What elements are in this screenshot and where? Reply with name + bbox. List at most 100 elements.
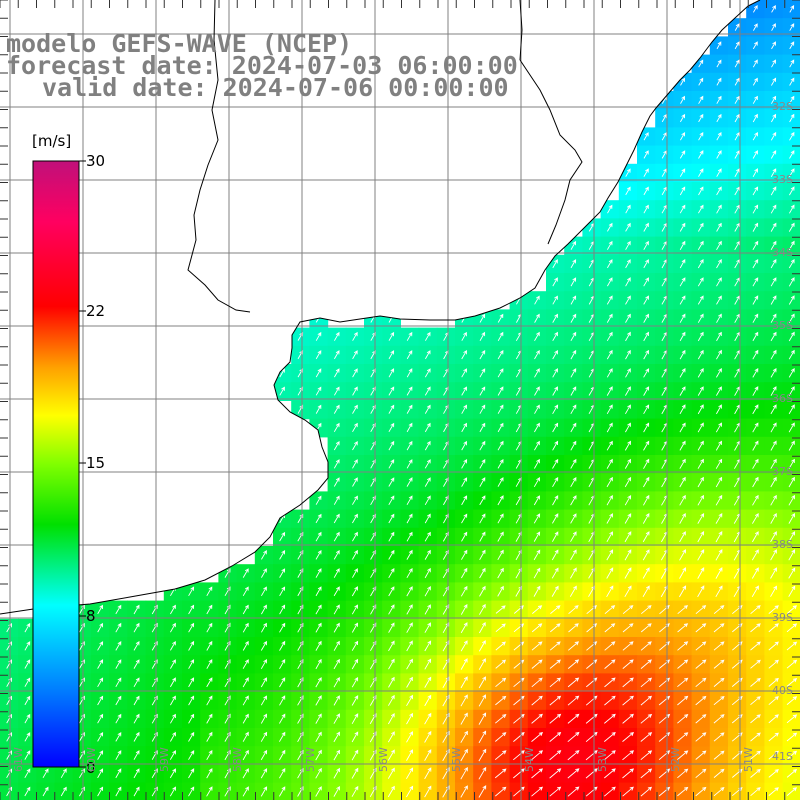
wind-arrow xyxy=(315,513,322,524)
wind-arrow xyxy=(734,222,740,232)
wind-arrow xyxy=(679,386,686,396)
wind-arrow xyxy=(60,786,67,797)
wind-arrow xyxy=(461,349,467,360)
wind-arrow xyxy=(643,476,650,488)
wind-arrow xyxy=(713,714,725,724)
wind-arrow xyxy=(716,386,722,396)
wind-arrow xyxy=(460,585,468,597)
wind-arrow xyxy=(770,476,777,488)
wind-arrow xyxy=(424,404,431,414)
wind-arrow xyxy=(406,350,413,360)
wind-arrow xyxy=(333,622,340,633)
wind-arrow xyxy=(788,386,795,396)
wind-arrow xyxy=(788,295,795,305)
wind-arrow xyxy=(552,495,559,506)
wind-arrow xyxy=(315,658,322,670)
wind-arrow xyxy=(333,549,340,560)
wind-arrow xyxy=(461,404,467,414)
wind-arrow xyxy=(388,386,395,396)
wind-arrow xyxy=(570,549,577,561)
wind-arrow xyxy=(788,240,795,251)
wind-arrow xyxy=(622,623,634,633)
wind-arrow xyxy=(715,530,723,543)
wind-arrow xyxy=(279,731,286,742)
wind-arrow xyxy=(788,258,795,269)
wind-arrow xyxy=(713,623,725,633)
wind-arrow xyxy=(424,477,431,487)
wind-arrow xyxy=(625,259,631,269)
wind-arrow xyxy=(679,240,686,251)
wind-arrow xyxy=(770,258,777,269)
wind-arrow xyxy=(606,440,613,451)
wind-arrow xyxy=(679,168,686,177)
wind-arrow xyxy=(552,386,558,396)
wind-arrow xyxy=(768,623,779,633)
wind-arrow xyxy=(79,750,85,760)
wind-arrow xyxy=(424,767,432,780)
wind-arrow xyxy=(461,368,467,378)
wind-arrow xyxy=(424,386,431,396)
wind-arrow xyxy=(406,477,413,487)
wind-arrow xyxy=(716,404,722,415)
wind-arrow xyxy=(697,258,704,269)
wind-arrow xyxy=(752,186,759,196)
wind-arrow xyxy=(606,313,613,323)
wind-arrow xyxy=(24,641,31,651)
wind-arrow xyxy=(567,731,580,743)
wind-arrow xyxy=(334,368,340,378)
wind-arrow xyxy=(170,713,176,724)
wind-arrow xyxy=(531,641,543,651)
wind-arrow xyxy=(424,549,431,560)
wind-arrow xyxy=(679,476,686,488)
wind-arrow xyxy=(531,786,544,797)
longitude-label: 53W xyxy=(596,747,609,772)
wind-arrow xyxy=(406,622,413,633)
wind-arrow xyxy=(242,731,249,742)
wind-arrow xyxy=(479,422,486,433)
wind-arrow xyxy=(352,404,358,414)
wind-arrow xyxy=(242,768,249,779)
wind-arrow xyxy=(570,240,577,250)
wind-arrow xyxy=(533,531,541,542)
wind-arrow xyxy=(115,750,122,760)
wind-arrow xyxy=(625,422,631,433)
wind-arrow xyxy=(388,549,395,560)
wind-arrow xyxy=(643,368,650,378)
wind-arrow xyxy=(697,313,704,323)
wind-arrow xyxy=(716,331,722,342)
wind-arrow xyxy=(497,368,504,378)
wind-arrow xyxy=(680,113,686,123)
wind-arrow xyxy=(551,567,559,579)
wind-arrow xyxy=(750,623,761,633)
wind-arrow xyxy=(679,512,686,524)
wind-arrow xyxy=(534,422,540,433)
wind-arrow xyxy=(607,240,613,250)
wind-arrow xyxy=(315,640,322,651)
wind-arrow xyxy=(351,713,359,725)
wind-arrow xyxy=(115,640,122,651)
wind-arrow xyxy=(734,186,740,196)
wind-arrow xyxy=(352,459,358,469)
colorbar-tick-label: 22 xyxy=(86,302,106,320)
wind-arrow xyxy=(788,422,795,433)
wind-arrow xyxy=(716,277,722,287)
wind-arrow xyxy=(513,731,525,742)
wind-arrow xyxy=(698,222,704,232)
wind-arrow xyxy=(461,386,467,396)
wind-arrow xyxy=(242,586,249,597)
wind-arrow xyxy=(570,513,577,524)
wind-arrow xyxy=(625,386,631,396)
wind-arrow xyxy=(604,695,616,706)
wind-arrow xyxy=(768,714,779,724)
wind-arrow xyxy=(170,659,176,669)
wind-arrow xyxy=(352,549,358,560)
wind-arrow xyxy=(786,787,798,796)
wind-arrow xyxy=(242,622,249,633)
wind-arrow xyxy=(388,368,395,378)
wind-arrow xyxy=(461,422,467,433)
wind-arrow xyxy=(495,786,507,797)
river-border xyxy=(187,0,583,313)
wind-arrow xyxy=(188,713,195,724)
wind-arrow xyxy=(533,476,540,488)
wind-arrow xyxy=(242,604,249,615)
